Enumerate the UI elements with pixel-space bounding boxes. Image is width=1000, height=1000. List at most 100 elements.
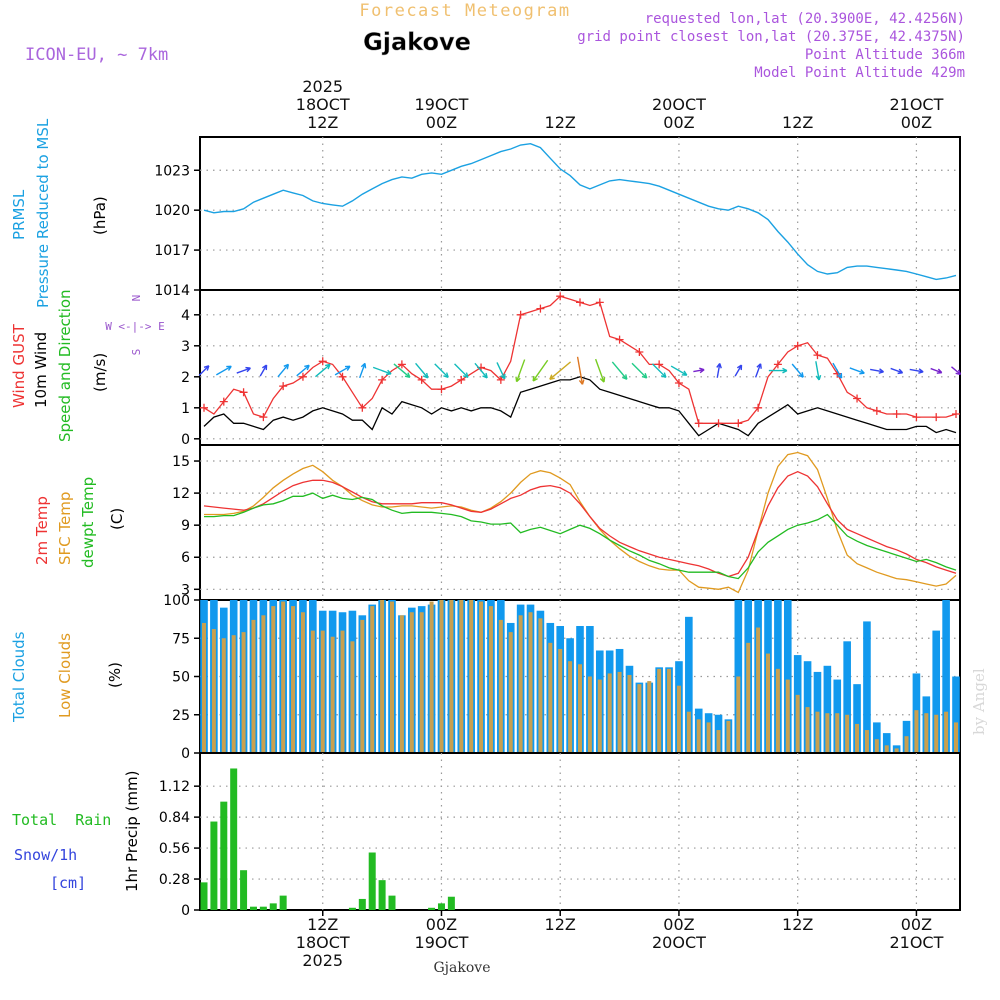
wind-arrow-shaft: [393, 363, 411, 378]
gust-marker: [239, 388, 248, 397]
precip-ytick-label: 0.28: [159, 872, 190, 888]
bottom-axis-label: 2025: [302, 951, 343, 970]
low-cloud-bar: [330, 636, 335, 753]
clouds-ytick-label: 75: [172, 631, 190, 647]
low-cloud-bar: [756, 627, 761, 753]
total-rain-label: Total Rain: [12, 811, 111, 829]
low-cloud-bar: [251, 619, 256, 753]
clouds-unit: (%): [106, 662, 124, 688]
low-cloud-bar: [518, 615, 523, 753]
wind-arrow-head: [699, 367, 705, 374]
low-cloud-bar: [498, 619, 503, 753]
wind-direction-arrow: [832, 362, 843, 379]
low-cloud-bar: [815, 711, 820, 753]
wind-arrow-shaft: [734, 364, 743, 377]
wind-dir-label: Speed and Direction: [56, 289, 74, 442]
wind-arrow-shaft: [651, 363, 667, 378]
bottom-axis-label: 18OCT: [296, 933, 350, 952]
wind-direction-arrow: [791, 363, 804, 378]
low-cloud-bar: [449, 600, 454, 753]
temp-ytick-label: 12: [172, 486, 190, 502]
low-cloud-bar: [281, 601, 286, 753]
wind-arrow-shaft: [930, 367, 942, 374]
wind-ytick-label: 2: [181, 370, 190, 386]
gust-marker: [516, 310, 525, 319]
gust-marker: [813, 351, 822, 360]
gust-marker: [496, 375, 505, 384]
wind-arrow-shaft: [754, 363, 762, 378]
bottom-axis-label: 12Z: [545, 915, 576, 934]
wind-direction-arrow: [454, 363, 469, 378]
wind-arrow-shaft: [372, 366, 392, 375]
wind-arrow-head: [955, 369, 962, 376]
clouds-ytick-label: 0: [181, 746, 190, 762]
low-cloud-bar: [726, 720, 731, 753]
total-cloud-bar: [685, 616, 693, 753]
wind-arrow-shaft: [259, 364, 268, 377]
total-cloud-bar: [873, 722, 881, 753]
wind-direction-arrow: [670, 365, 688, 376]
sfc-temp-label: SFC Temp: [56, 492, 74, 565]
low-cloud-bar: [597, 679, 602, 753]
low-cloud-bar: [686, 711, 691, 753]
low-cloud-bar: [439, 600, 444, 753]
low-clouds-label: Low Clouds: [56, 633, 74, 718]
wind-arrow-shaft: [870, 368, 884, 373]
pressure-ytick-label: 1023: [154, 163, 190, 179]
wind-panel: 0 1 2 3 4: [181, 289, 962, 448]
low-cloud-bar: [320, 630, 325, 753]
wind-direction-arrow: [716, 363, 722, 378]
rain-bar: [428, 907, 436, 910]
gust-marker: [952, 410, 960, 418]
top-axis-label: 19OCT: [415, 95, 469, 114]
wind-arrow-shaft: [909, 368, 924, 373]
sfc-temp-line: [204, 451, 957, 594]
wind-arrow-shaft: [315, 363, 331, 378]
low-cloud-bar: [894, 748, 899, 753]
wind-direction-arrow: [393, 363, 411, 378]
gust-marker: [793, 341, 802, 350]
rain-bar: [240, 870, 248, 910]
wind-direction-arrow: [930, 367, 943, 374]
temp-ytick-label: 6: [181, 550, 190, 566]
low-cloud-bar: [409, 612, 414, 753]
bottom-axis-label: 00Z: [663, 915, 694, 934]
wind-arrow-shaft: [611, 361, 628, 380]
wind-arrow-head: [681, 370, 688, 376]
wind-arrow-head: [482, 372, 488, 379]
wind-arrow-head: [641, 372, 648, 379]
pressure-panel: 1014 1017 1020 1023: [154, 136, 961, 299]
low-cloud-bar: [647, 681, 652, 753]
precip-ytick-label: 0: [181, 903, 190, 919]
wind-arrow-shaft: [815, 361, 820, 381]
location-title: Gjakove: [363, 28, 471, 56]
low-cloud-bar: [954, 722, 958, 753]
wind-direction-arrow: [532, 359, 549, 382]
low-cloud-bar: [429, 601, 434, 753]
precip-panel: 0 0.28 0.56 0.84 1.12: [159, 752, 961, 919]
total-cloud-bar: [882, 733, 891, 753]
gust-marker: [536, 304, 545, 313]
wind-direction-arrow: [434, 363, 449, 378]
wind-arrow-shaft: [215, 365, 232, 376]
low-cloud-bar: [479, 601, 484, 753]
wind10-line: [203, 376, 957, 437]
wind-direction-arrow: [693, 367, 705, 374]
compass-s: S: [130, 349, 143, 356]
low-cloud-bar: [370, 606, 375, 753]
wind-arrow-shaft: [474, 362, 488, 379]
total-cloud-bar: [853, 684, 861, 753]
footer-location: Gjakove: [434, 960, 491, 976]
temp-ytick-label: 15: [172, 454, 190, 470]
low-cloud-bar: [300, 612, 305, 753]
wind-arrow-head: [385, 369, 392, 376]
top-axis-label: 12Z: [782, 113, 813, 132]
rain-bar: [368, 852, 376, 910]
low-cloud-bar: [360, 619, 365, 753]
low-cloud-bar: [271, 606, 276, 753]
grid-point-coords: grid point closest lon,lat (20.375E, 42.…: [577, 29, 965, 45]
low-cloud-bar: [399, 615, 404, 753]
prmsl-line: [203, 142, 957, 281]
top-axis-label: 12Z: [307, 113, 338, 132]
